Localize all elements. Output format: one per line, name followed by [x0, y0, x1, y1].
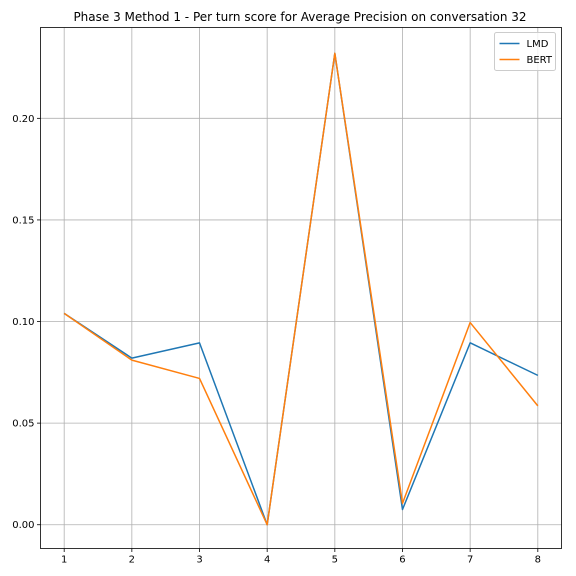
x-tick-label: 5 — [332, 555, 338, 566]
x-tick-label: 2 — [129, 555, 135, 566]
series-line-bert — [63, 52, 539, 526]
plot-frame — [40, 27, 562, 549]
y-tick-label: 0.20 — [12, 114, 34, 125]
x-tick-label: 6 — [399, 555, 405, 566]
legend-label: LMD — [527, 39, 549, 50]
axes: 1 2 3 4 5 6 7 8 0.00 0.05 0.10 0.15 0.20 — [12, 114, 541, 566]
x-tick-label: 7 — [467, 555, 473, 566]
x-tick-label: 8 — [535, 555, 541, 566]
legend-label: BERT — [527, 55, 553, 66]
grid — [40, 27, 562, 549]
x-tick-label: 4 — [264, 555, 270, 566]
chart-title: Phase 3 Method 1 - Per turn score for Av… — [73, 10, 526, 24]
legend: LMD BERT — [494, 32, 556, 71]
legend-box — [494, 32, 556, 71]
y-tick-label: 0.05 — [12, 419, 34, 430]
x-tick-label: 1 — [61, 555, 67, 566]
y-tick-label: 0.10 — [12, 317, 34, 328]
series-lines — [63, 52, 539, 526]
x-tick-label: 3 — [196, 555, 202, 566]
y-tick-label: 0.15 — [12, 215, 34, 226]
y-tick-label: 0.00 — [12, 520, 34, 531]
